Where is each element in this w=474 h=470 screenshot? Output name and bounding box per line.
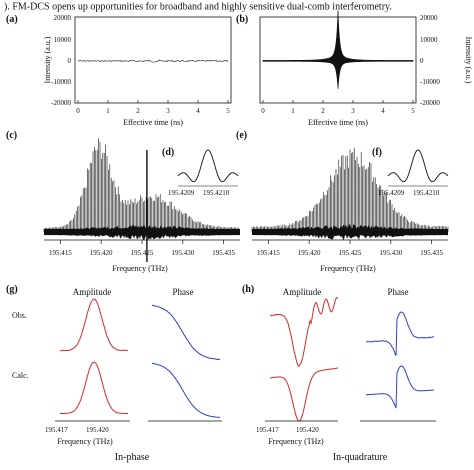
- spec-c-comb-lines: [43, 138, 239, 232]
- xtick-g-0: 195.417: [45, 426, 68, 434]
- ytick-b-0: 20000: [420, 14, 438, 22]
- footer-g: In-phase: [115, 452, 150, 463]
- xt-a-label-2: 2: [136, 107, 140, 115]
- xlabel-a: Effective time (ns): [123, 118, 183, 127]
- yticks-b: 20000 10000 0 -10000 -20000: [420, 14, 440, 107]
- ytick-a-2: 0: [68, 57, 72, 65]
- ytick-b-1: 10000: [420, 36, 438, 44]
- ytick-a-3: -10000: [51, 78, 71, 86]
- xticks-e: 195.415 195.420 195.425 195.430 195.435: [257, 240, 444, 257]
- panel-label-d: (d): [162, 147, 174, 158]
- xt-e-label-4: 195.435: [420, 249, 443, 257]
- ylabel-b: Intensity (a.u.): [464, 37, 473, 84]
- xt-a-label-4: 4: [196, 107, 200, 115]
- xt-b-label-2: 2: [321, 107, 325, 115]
- spectrum-e: [251, 147, 449, 240]
- xt-e-label-2: 195.425: [339, 249, 362, 257]
- xt-c-label-0: 195.415: [49, 249, 72, 257]
- xticks-b: 0 1 2 3 4 5: [261, 100, 415, 115]
- spec-c-noise-band: [44, 224, 240, 240]
- h-amplitude-calculated: [269, 367, 339, 422]
- caption-fragment: ). FM-DCS opens up opportunities for bro…: [4, 1, 392, 12]
- xt-b-label-5: 5: [411, 107, 415, 115]
- h-phase-calculated: [365, 365, 435, 409]
- axes-frame-a: [74, 16, 232, 104]
- spectrum-c: [43, 138, 240, 262]
- xlabel-g: Frequency (THz): [57, 437, 113, 446]
- g-phase-observed: [151, 304, 221, 361]
- panel-label-h: (h): [242, 284, 254, 295]
- spec-e-noise-band: [252, 224, 448, 240]
- xtick-h-0: 195.417: [256, 426, 279, 434]
- xlabel-c: Frequency (THz): [112, 264, 168, 273]
- ylabel-a: Intensity (a.u.): [43, 36, 52, 83]
- ytick-b-4: -20000: [420, 99, 440, 107]
- trace-a: [77, 59, 229, 63]
- h-phase-observed: [365, 311, 435, 356]
- inset-trace-f: [387, 149, 449, 183]
- xt-b-label-4: 4: [381, 107, 385, 115]
- xtick-h-1: 195.420: [296, 426, 319, 434]
- title-g-amplitude: Amplitude: [73, 287, 112, 297]
- xt-a-label-0: 0: [76, 107, 80, 115]
- xtick-g-1: 195.420: [86, 426, 109, 434]
- xt-a-label-3: 3: [166, 107, 170, 115]
- panel-label-c: (c): [6, 130, 17, 141]
- inset-tick-d-0: 195.4209: [168, 189, 195, 197]
- xlabel-h: Frequency (THz): [268, 437, 324, 446]
- inset-tick-f-1: 195.4210: [413, 189, 440, 197]
- ytick-b-2: 0: [420, 57, 424, 65]
- inset-tick-f-0: 195.4209: [378, 189, 405, 197]
- ytick-b-3: -10000: [420, 78, 440, 86]
- inset-trace-d: [177, 149, 239, 183]
- panel-label-g: (g): [6, 284, 18, 295]
- panel-label-e: (e): [236, 130, 247, 141]
- xlabel-b: Effective time (ns): [308, 118, 368, 127]
- xt-b-label-3: 3: [351, 107, 355, 115]
- panel-label-b: (b): [236, 14, 248, 25]
- xt-c-label-1: 195.420: [90, 249, 113, 257]
- xt-c-label-2: 195.425: [131, 249, 154, 257]
- g-amplitude-observed: [59, 298, 129, 352]
- xticks-c: 195.415 195.420 195.425 195.430 195.435: [49, 240, 236, 257]
- ytick-a-0: 20000: [54, 14, 72, 22]
- row-label-obs: Obs.: [12, 311, 27, 320]
- g-phase-calculated: [151, 362, 221, 418]
- yticks-a: 20000 10000 0 -10000 -20000: [51, 14, 71, 107]
- row-label-calc: Calc.: [12, 371, 29, 380]
- g-amplitude-calculated: [60, 361, 128, 415]
- footer-h: In-quadrature: [333, 452, 388, 463]
- xt-c-label-4: 195.435: [212, 249, 235, 257]
- panel-label-a: (a): [6, 14, 18, 25]
- ytick-a-4: -20000: [51, 99, 71, 107]
- trace-b: [262, 10, 414, 89]
- panel-label-f: (f): [372, 147, 382, 158]
- title-g-phase: Phase: [173, 287, 194, 297]
- ytick-a-1: 10000: [54, 36, 72, 44]
- xt-b-label-1: 1: [291, 107, 295, 115]
- inset-tick-d-1: 195.4210: [203, 189, 230, 197]
- xt-b-label-0: 0: [261, 107, 265, 115]
- xt-a-label-1: 1: [106, 107, 110, 115]
- xt-e-label-3: 195.430: [379, 249, 402, 257]
- h-amplitude-observed: [269, 297, 339, 367]
- xticks-a: 0 1 2 3 4 5: [76, 100, 230, 115]
- xt-c-label-3: 195.430: [171, 249, 194, 257]
- title-h-amplitude: Amplitude: [283, 287, 322, 297]
- xlabel-e: Frequency (THz): [320, 264, 376, 273]
- xt-e-label-1: 195.420: [298, 249, 321, 257]
- xt-a-label-5: 5: [226, 107, 230, 115]
- xt-e-label-0: 195.415: [257, 249, 280, 257]
- title-h-phase: Phase: [388, 287, 409, 297]
